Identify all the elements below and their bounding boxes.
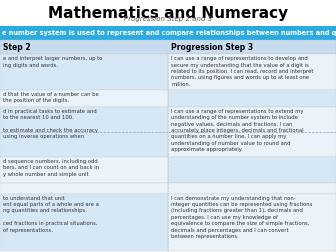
Bar [0, 26, 336, 40]
Bar [0, 54, 168, 90]
Bar [168, 183, 336, 194]
Text: I can use a range of representations to extend my
understanding of the number sy: I can use a range of representations to … [171, 109, 304, 152]
Bar [0, 194, 168, 251]
Text: I can demonstrate my understanding that non-
integer quantities can be represent: I can demonstrate my understanding that … [171, 196, 313, 239]
Text: e and interpret larger numbers, up to
ing digits and words.: e and interpret larger numbers, up to in… [3, 56, 103, 68]
Bar [0, 40, 336, 54]
Text: d in practical tasks to estimate and
to the nearest 10 and 100.

to estimate and: d in practical tasks to estimate and to … [3, 109, 98, 139]
Bar [168, 157, 336, 183]
Text: d sequence numbers, including odd
bers, and I can count on and back in
y whole n: d sequence numbers, including odd bers, … [3, 159, 99, 177]
Text: Progression Step 3: Progression Step 3 [171, 43, 253, 52]
Bar [168, 90, 336, 107]
Bar [168, 107, 336, 157]
Text: Mathematics and Numeracy: Mathematics and Numeracy [48, 6, 288, 21]
Bar [0, 90, 168, 107]
Text: I can use a range of representations to develop and
secure my understanding that: I can use a range of representations to … [171, 56, 314, 87]
Text: Progression Step 2 and 3: Progression Step 2 and 3 [124, 16, 212, 22]
Text: e number system is used to represent and compare relationships between numbers a: e number system is used to represent and… [2, 30, 336, 36]
Bar [0, 157, 168, 183]
Bar [0, 107, 168, 157]
Text: Step 2: Step 2 [3, 43, 31, 52]
Bar [168, 54, 336, 90]
Bar [0, 183, 168, 194]
Bar [168, 194, 336, 251]
Text: d that the value of a number can be
the position of the digits.: d that the value of a number can be the … [3, 92, 99, 103]
Text: to understand that unit
ent equal parts of a whole and are a
ng quantities and r: to understand that unit ent equal parts … [3, 196, 99, 233]
